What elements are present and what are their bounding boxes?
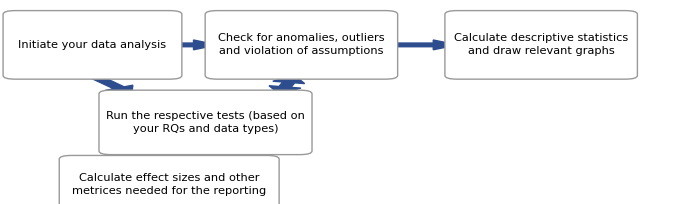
Polygon shape — [169, 150, 209, 159]
Polygon shape — [87, 74, 133, 94]
Text: Calculate effect sizes and other
metrices needed for the reporting: Calculate effect sizes and other metrice… — [72, 173, 266, 196]
Text: Run the respective tests (based on
your RQs and data types): Run the respective tests (based on your … — [106, 111, 305, 134]
FancyBboxPatch shape — [3, 11, 182, 79]
Text: Calculate descriptive statistics
and draw relevant graphs: Calculate descriptive statistics and dra… — [454, 33, 628, 57]
FancyBboxPatch shape — [206, 11, 397, 79]
FancyBboxPatch shape — [99, 90, 312, 155]
Text: Check for anomalies, outliers
and violation of assumptions: Check for anomalies, outliers and violat… — [218, 33, 385, 57]
Polygon shape — [385, 40, 458, 50]
Polygon shape — [269, 75, 305, 94]
Polygon shape — [169, 40, 218, 50]
Text: Initiate your data analysis: Initiate your data analysis — [18, 40, 166, 50]
FancyBboxPatch shape — [60, 155, 279, 204]
FancyBboxPatch shape — [445, 11, 637, 79]
